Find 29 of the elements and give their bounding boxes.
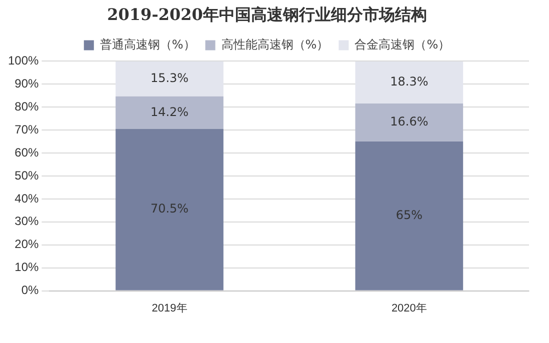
bar — [116, 128, 224, 290]
bar — [355, 142, 464, 290]
bar — [116, 61, 224, 96]
bar — [355, 103, 464, 142]
y-tick-label: 50% — [14, 168, 40, 182]
y-tick-label: 70% — [14, 122, 40, 136]
y-tick-label: 100% — [8, 54, 40, 68]
bar — [355, 61, 464, 104]
y-tick-label: 20% — [14, 237, 40, 252]
y-tick-label: 30% — [14, 214, 40, 228]
y-tick-label: 40% — [14, 191, 40, 206]
y-tick-label: 90% — [14, 76, 40, 90]
legend-label: 普通高速钢（%） — [100, 37, 196, 52]
y-tick-label: 0% — [21, 283, 40, 298]
data-label: 16.6% — [390, 114, 428, 129]
x-tick-label: 2020年 — [391, 302, 427, 314]
data-label: 65% — [396, 208, 423, 222]
data-label: 70.5% — [150, 202, 189, 216]
y-tick-label: 60% — [14, 145, 40, 160]
bar — [116, 96, 224, 129]
y-tick-label: 80% — [14, 99, 40, 114]
data-label: 18.3% — [390, 74, 428, 89]
data-label: 15.3% — [150, 70, 189, 85]
data-label: 14.2% — [150, 104, 189, 119]
y-tick-label: 10% — [14, 260, 40, 274]
chart-title: 2019-2020年中国高速钢行业细分市场结构 — [107, 4, 427, 24]
legend-label: 合金高速钢（%） — [354, 37, 450, 52]
x-tick-label: 2019年 — [152, 302, 188, 314]
legend-label: 高性能高速钢（%） — [221, 37, 329, 52]
